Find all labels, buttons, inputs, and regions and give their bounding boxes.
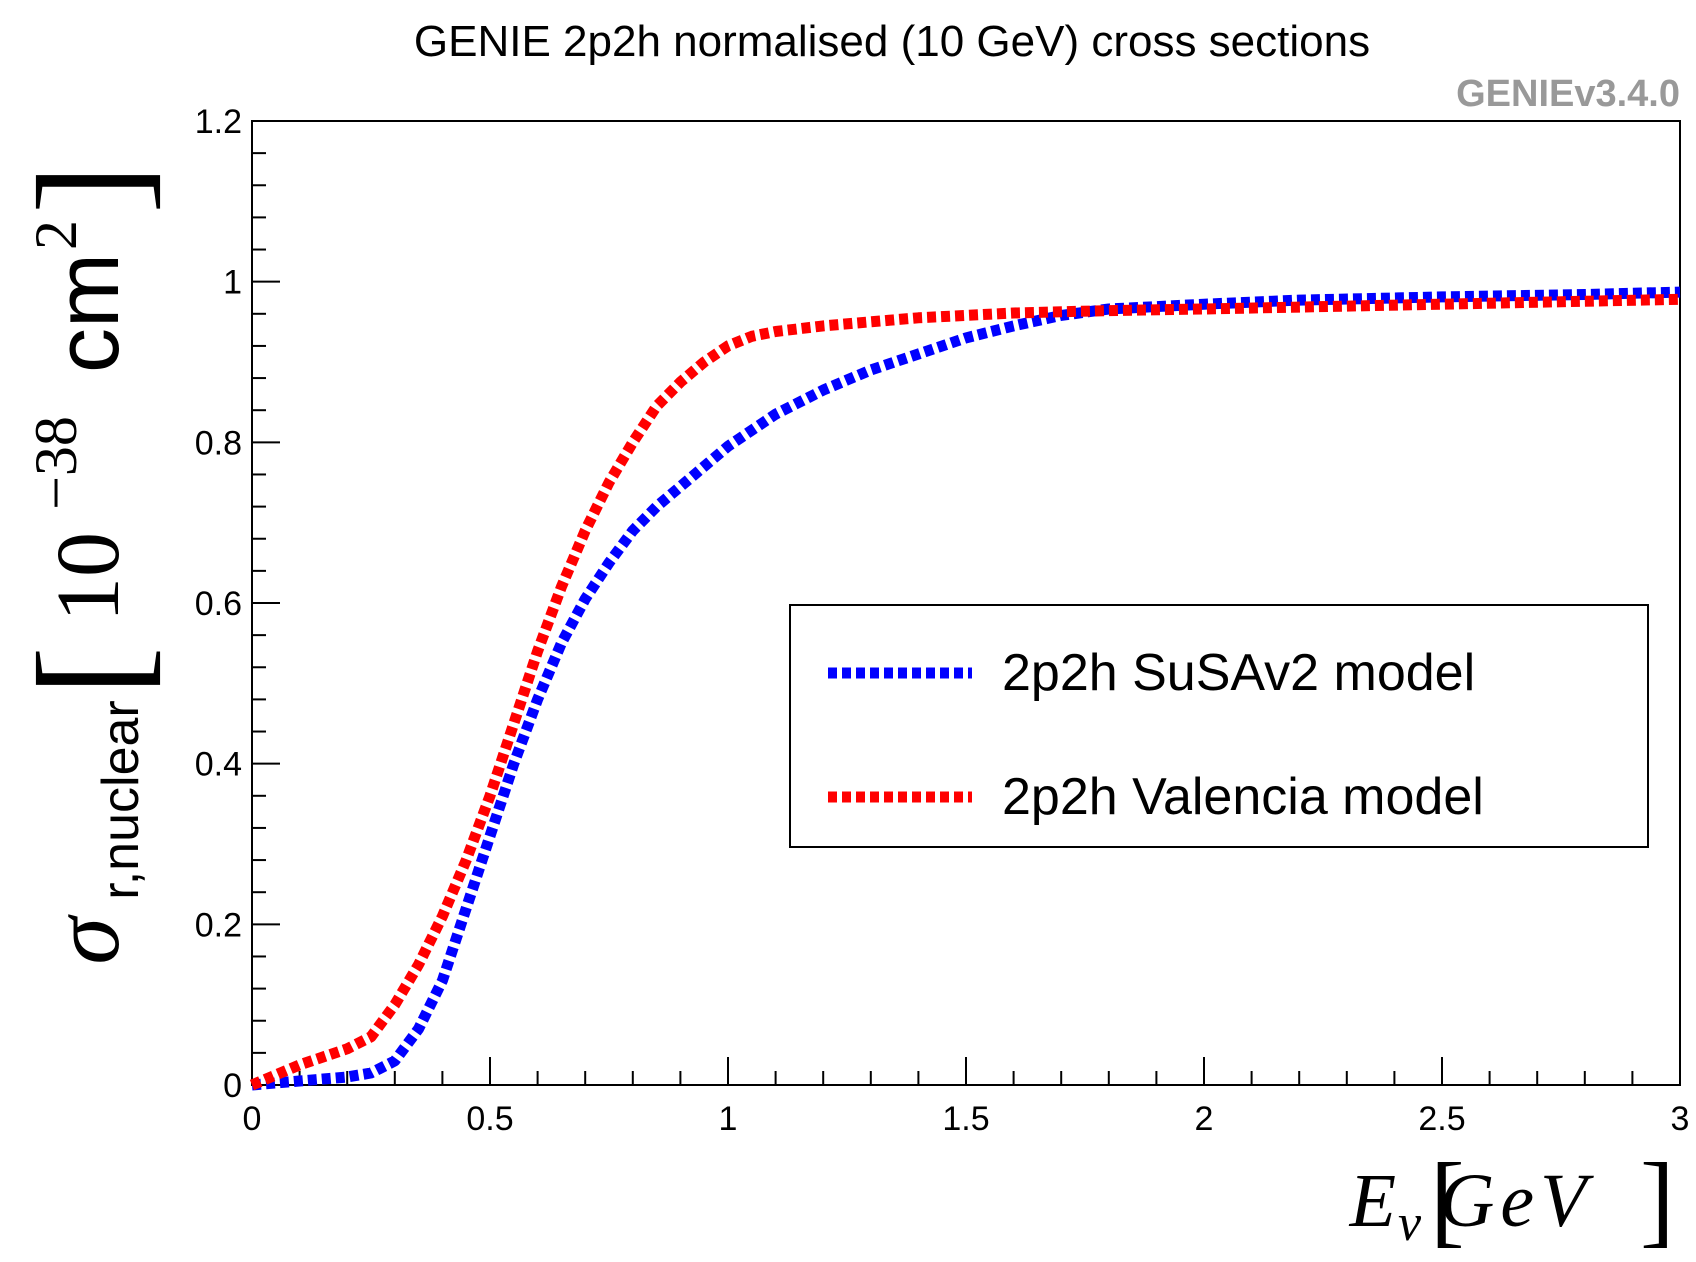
y-tick-label: 0.4 (195, 746, 242, 784)
y-tick-label: 0.8 (195, 424, 242, 462)
x-axis-bracket-close: ] (1640, 1142, 1675, 1257)
y-axis-subscript: r,nuclear (92, 700, 150, 899)
legend-box (789, 604, 1649, 848)
y-tick-label: 0.2 (195, 906, 242, 944)
y-tick-label: 1.2 (195, 103, 242, 141)
y-tick-label: 0.6 (195, 585, 242, 623)
chart-title: GENIE 2p2h normalised (10 GeV) cross sec… (414, 17, 1370, 66)
series-line-2p2h-susav2-model (251, 286, 1681, 1091)
legend-label-susav2: 2p2h SuSAv2 model (1002, 644, 1475, 702)
y-axis-unit-base: 10 (39, 532, 138, 622)
x-axis-symbol: E (1349, 1159, 1396, 1243)
axis-ticks (251, 120, 1681, 1086)
svg-text:σ r,nuclear [: σ r,nuclear [ 10 −38 cm 2 ] (7, 164, 173, 965)
y-axis-bracket-close: ] (7, 164, 173, 214)
y-axis-unit-cm-exp: 2 (23, 220, 89, 250)
y-tick-label: 0 (223, 1067, 242, 1105)
series-group (249, 286, 1681, 1091)
y-tick-label: 1 (223, 264, 242, 302)
version-label: GENIEv3.4.0 (1456, 73, 1680, 115)
y-axis-bracket-open: [ (7, 646, 173, 696)
y-axis-title: σ r,nuclear [ 10 −38 cm 2 ] (7, 164, 173, 965)
x-tick-label: 1.5 (942, 1100, 989, 1138)
x-tick-label: 1 (719, 1100, 738, 1138)
x-axis-title: E ν [ GeV ] (1349, 1142, 1675, 1257)
y-axis-unit-exp: −38 (23, 416, 89, 510)
x-tick-label: 2 (1195, 1100, 1214, 1138)
plot-frame (251, 120, 1681, 1086)
x-axis-unit: GeV (1439, 1159, 1594, 1243)
tick-labels: 0 0.5 1 1.5 2 2.5 3 0 0.2 0.4 0.6 0.8 1 1.2 (195, 103, 1690, 1138)
series-line-2p2h-valencia-model (249, 293, 1681, 1091)
y-axis-unit-cm: cm (38, 253, 138, 373)
x-axis-subscript: ν (1398, 1195, 1422, 1252)
legend-label-valencia: 2p2h Valencia model (1002, 768, 1484, 826)
x-tick-label: 3 (1671, 1100, 1690, 1138)
x-tick-label: 2.5 (1418, 1100, 1465, 1138)
x-axis-bracket-open: [ (1430, 1142, 1465, 1257)
x-tick-label: 0 (243, 1100, 262, 1138)
x-tick-label: 0.5 (466, 1100, 513, 1138)
y-axis-symbol: σ (32, 914, 139, 965)
